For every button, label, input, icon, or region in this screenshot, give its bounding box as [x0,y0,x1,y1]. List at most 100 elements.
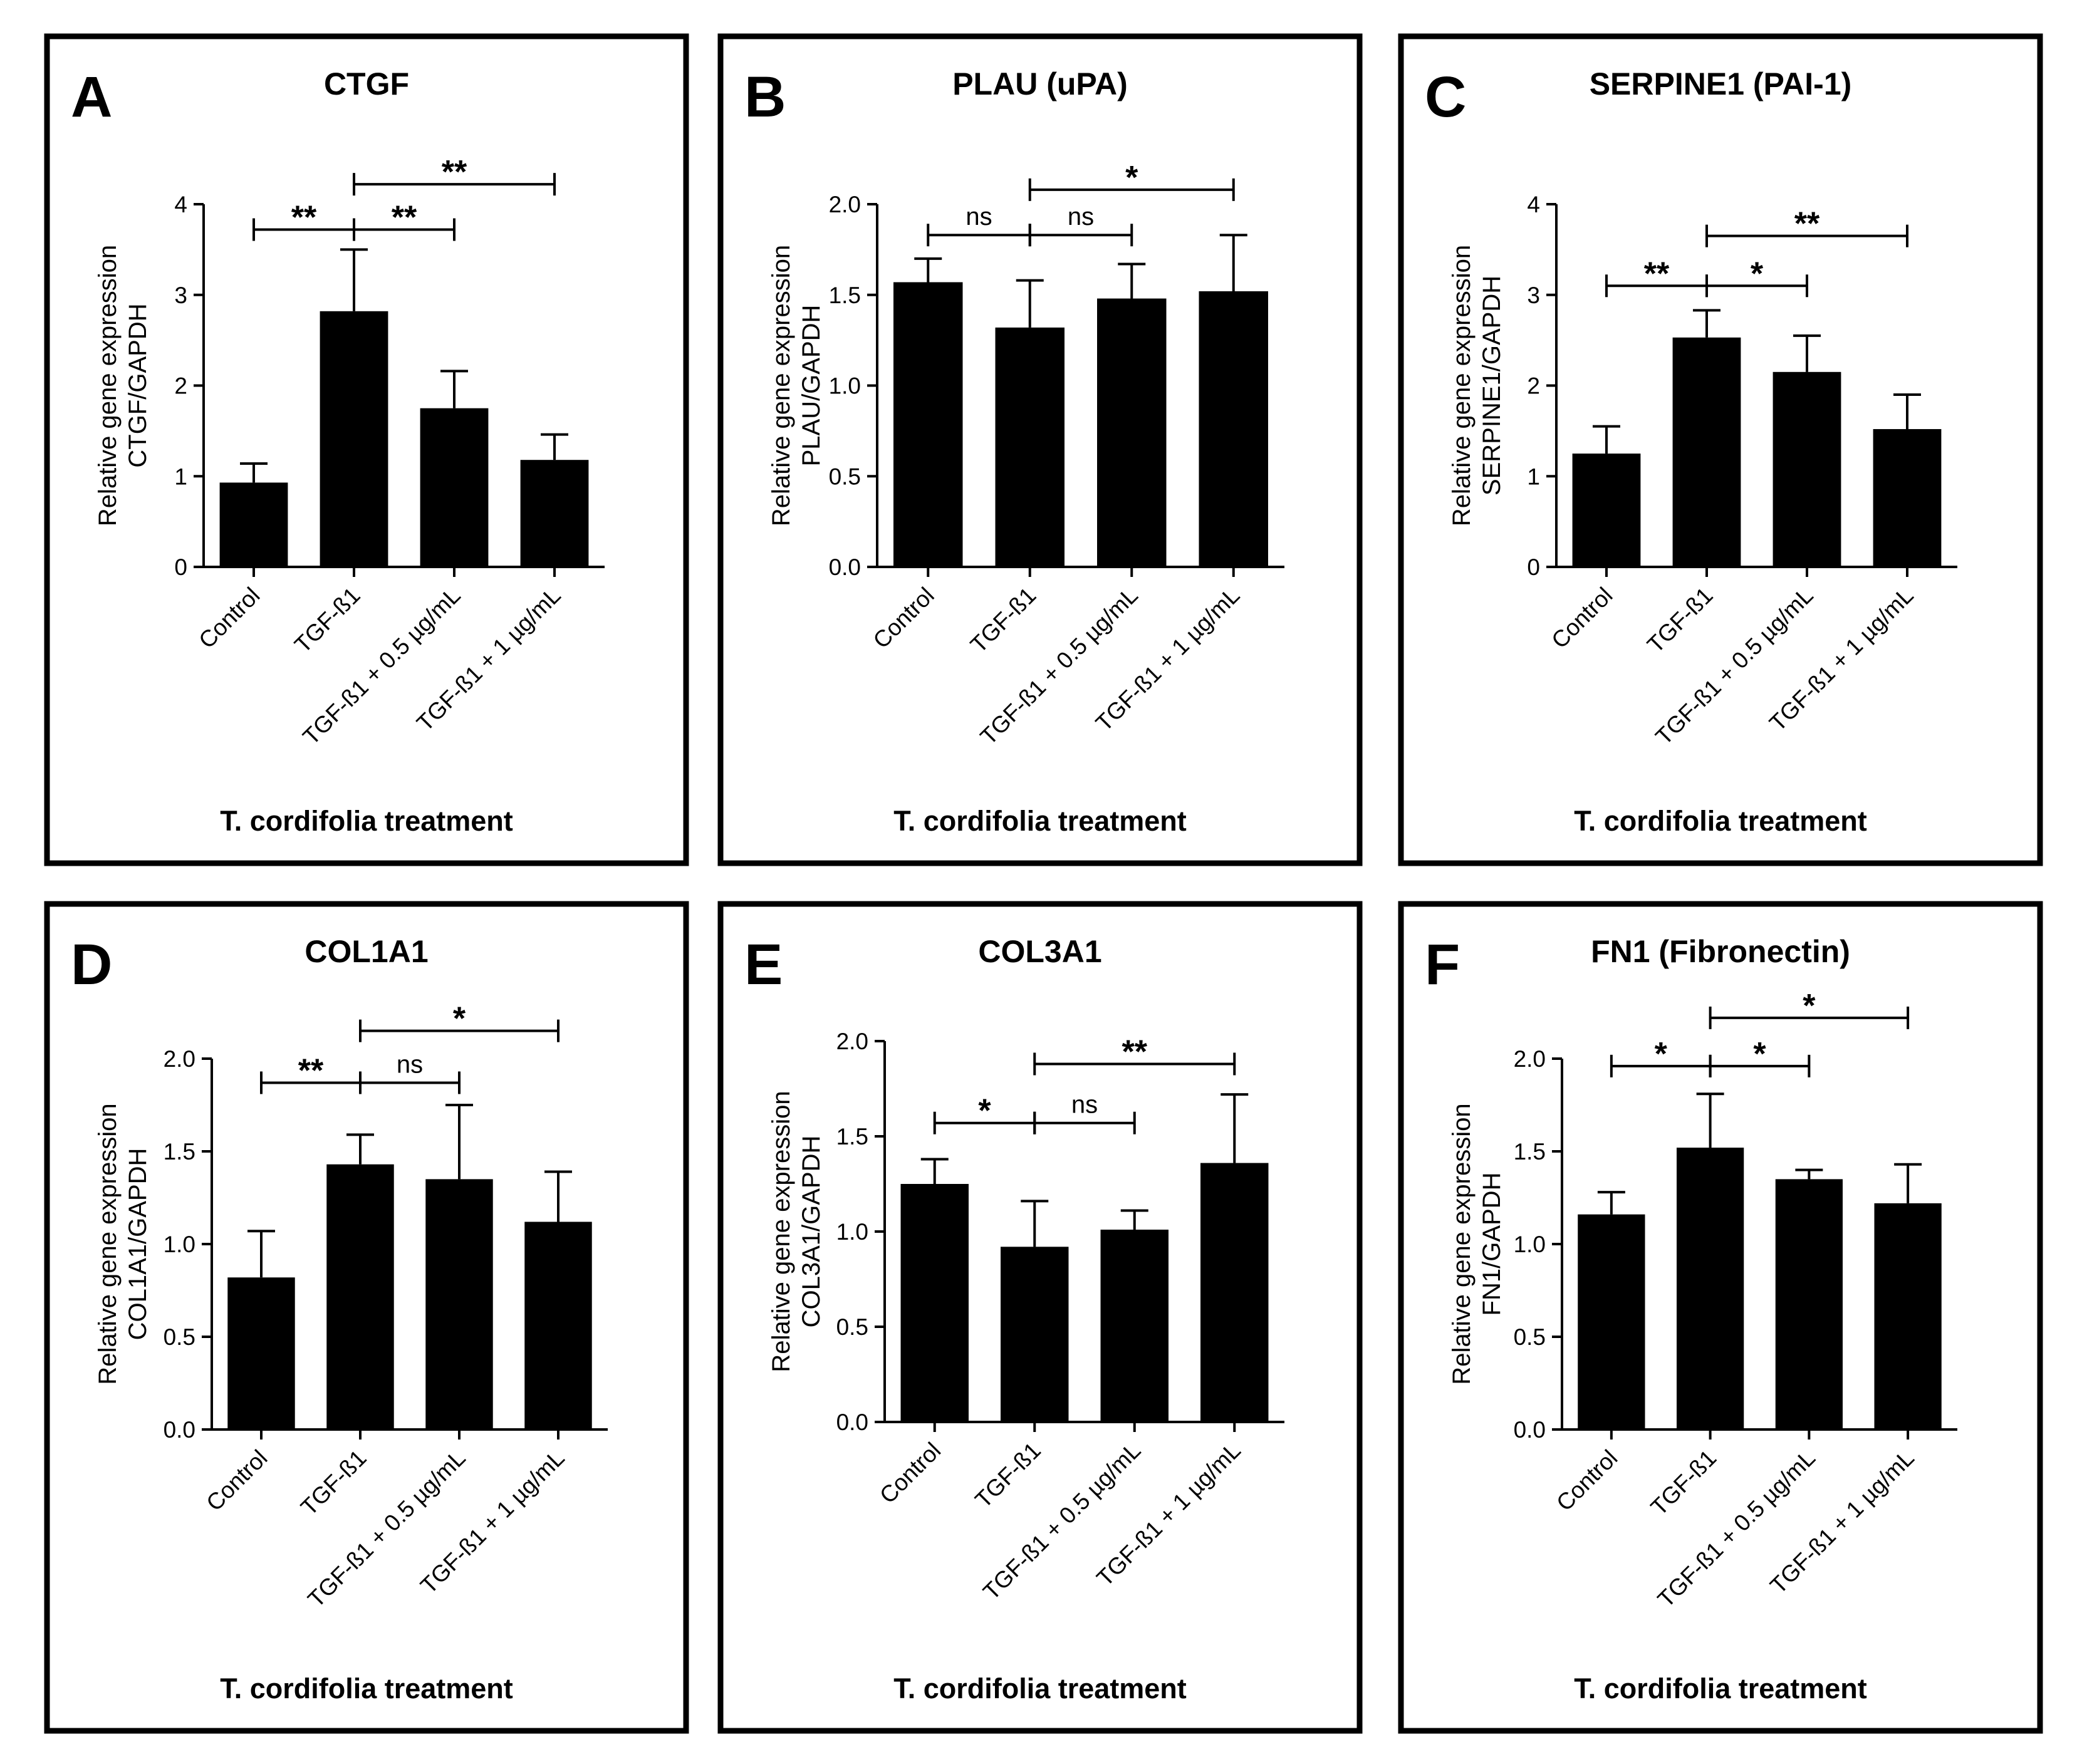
y-tick-label: 1 [174,464,187,489]
significance-bracket: ** [1033,1034,1236,1076]
x-tick-label-control: Control [1546,583,1617,653]
x-tick-label-tgf: TGF-ß1 [970,1438,1046,1513]
significance-label: ** [392,200,417,236]
panel-frame [44,33,689,866]
bar-tgf-0-5 [420,408,489,567]
y-tick-label: 0.5 [164,1324,195,1350]
y-axis-label: COL3A1/GAPDH [798,1136,825,1328]
x-tick-label-control: Control [1551,1445,1622,1516]
y-axis-label: Relative gene expression [94,1103,122,1384]
bar-tgf [326,1164,394,1429]
significance-bracket: ** [252,200,355,241]
y-axis-label: CTGF/GAPDH [124,303,152,467]
panel-letter: D [71,933,112,997]
y-tick-label: 0 [1527,554,1540,580]
bar-tgf-1 [1199,291,1268,567]
bar-control [1572,454,1641,567]
x-tick-label-control: Control [201,1445,272,1516]
y-tick-label: 0.0 [829,554,861,580]
bar-tgf [1676,1148,1744,1429]
significance-label: ** [1794,206,1820,242]
significance-label: ** [1122,1034,1148,1070]
y-tick-label: 2.0 [164,1046,195,1072]
significance-label: * [978,1093,991,1129]
y-axis-label: Relative gene expression [1448,1103,1476,1384]
significance-label: * [453,1001,466,1037]
significance-bracket: * [1705,256,1808,298]
significance-bracket: * [1709,1036,1811,1077]
significance-bracket: ns [1033,1091,1136,1134]
y-axis-label: Relative gene expression [768,245,795,526]
significance-bracket: ** [353,154,556,196]
y-tick-label: 1.5 [164,1139,195,1165]
panel-title: SERPINE1 (PAI-1) [1590,66,1852,101]
panel-b: B PLAU (uPA) 0.0 0.5 1.0 1.5 2.0 Relative gene … [717,33,1363,866]
y-axis-label: PLAU/GAPDH [798,305,825,467]
y-tick-label: 3 [1527,283,1540,308]
significance-bracket: ns [927,203,1031,247]
significance-bracket: ** [353,200,455,241]
x-tick-label-tgf: TGF-ß1 [966,583,1041,658]
bar-tgf-0-5 [1100,1229,1169,1422]
significance-label: ** [1644,256,1670,292]
x-axis-label: T. cordifolia treatment [220,805,513,837]
x-axis-label: T. cordifolia treatment [1574,1673,1867,1704]
y-tick-label: 0.0 [836,1409,868,1435]
significance-label: * [1125,160,1138,196]
bar-control [1578,1214,1645,1429]
bar-tgf [1001,1247,1069,1422]
panel-letter: F [1425,933,1460,997]
panel-e: E COL3A1 0.0 0.5 1.0 1.5 2.0 Relative gene expr… [717,901,1363,1734]
bar-tgf-0-5 [1097,298,1167,567]
x-tick-label-control: Control [875,1438,945,1508]
panel-letter: A [71,65,112,129]
y-tick-label: 4 [1527,192,1540,217]
panel-title: COL3A1 [978,934,1101,969]
panel-frame [717,33,1363,866]
y-tick-label: 0.5 [829,464,861,489]
significance-bracket: ** [260,1052,362,1094]
bar-tgf [1672,337,1741,567]
bar-control [893,282,963,567]
bar-tgf [320,311,388,567]
x-tick-label-control: Control [868,583,939,653]
significance-label: * [1655,1036,1668,1072]
significance-bracket: ns [359,1051,461,1094]
x-tick-label-tgf: TGF-ß1 [289,583,365,658]
y-tick-label: 0.5 [836,1314,868,1340]
panel-title: FN1 (Fibronectin) [1591,934,1850,969]
panel-frame [1398,901,2043,1734]
significance-label: ** [298,1052,324,1089]
y-tick-label: 0.0 [1514,1417,1546,1443]
y-axis-label: Relative gene expression [768,1091,795,1372]
panel-d: D COL1A1 0.0 0.5 1.0 1.5 2.0 Relative gene expr… [44,901,689,1734]
y-axis-label: COL1A1/GAPDH [124,1148,152,1341]
y-axis-label: Relative gene expression [94,245,122,526]
bar-control [227,1277,295,1429]
x-tick-label-tgf: TGF-ß1 [1646,1445,1722,1521]
bar-tgf [995,327,1065,567]
x-axis-label: T. cordifolia treatment [893,805,1187,837]
panel-frame [717,901,1363,1734]
panel-letter: B [744,65,786,129]
significance-label: * [1753,1036,1766,1072]
bar-control [900,1184,969,1422]
significance-bracket: * [359,1001,560,1042]
significance-label: ** [291,200,317,236]
significance-label: ns [966,203,992,231]
significance-bracket: * [1709,988,1910,1029]
x-tick-label-tgf: TGF-ß1 [1642,583,1718,658]
significance-label: * [1751,256,1764,292]
x-axis-label: T. cordifolia treatment [1574,805,1867,837]
y-tick-label: 1.0 [829,373,861,399]
significance-label: ns [1071,1091,1098,1119]
y-axis-label: SERPINE1/GAPDH [1478,276,1506,495]
panel-letter: E [744,933,783,997]
bar-tgf-1 [1874,1203,1942,1429]
significance-label: ns [1068,203,1094,231]
bar-tgf-1 [524,1222,592,1429]
y-tick-label: 3 [174,283,187,308]
significance-bracket: ** [1605,256,1708,298]
significance-bracket: ** [1705,206,1908,247]
